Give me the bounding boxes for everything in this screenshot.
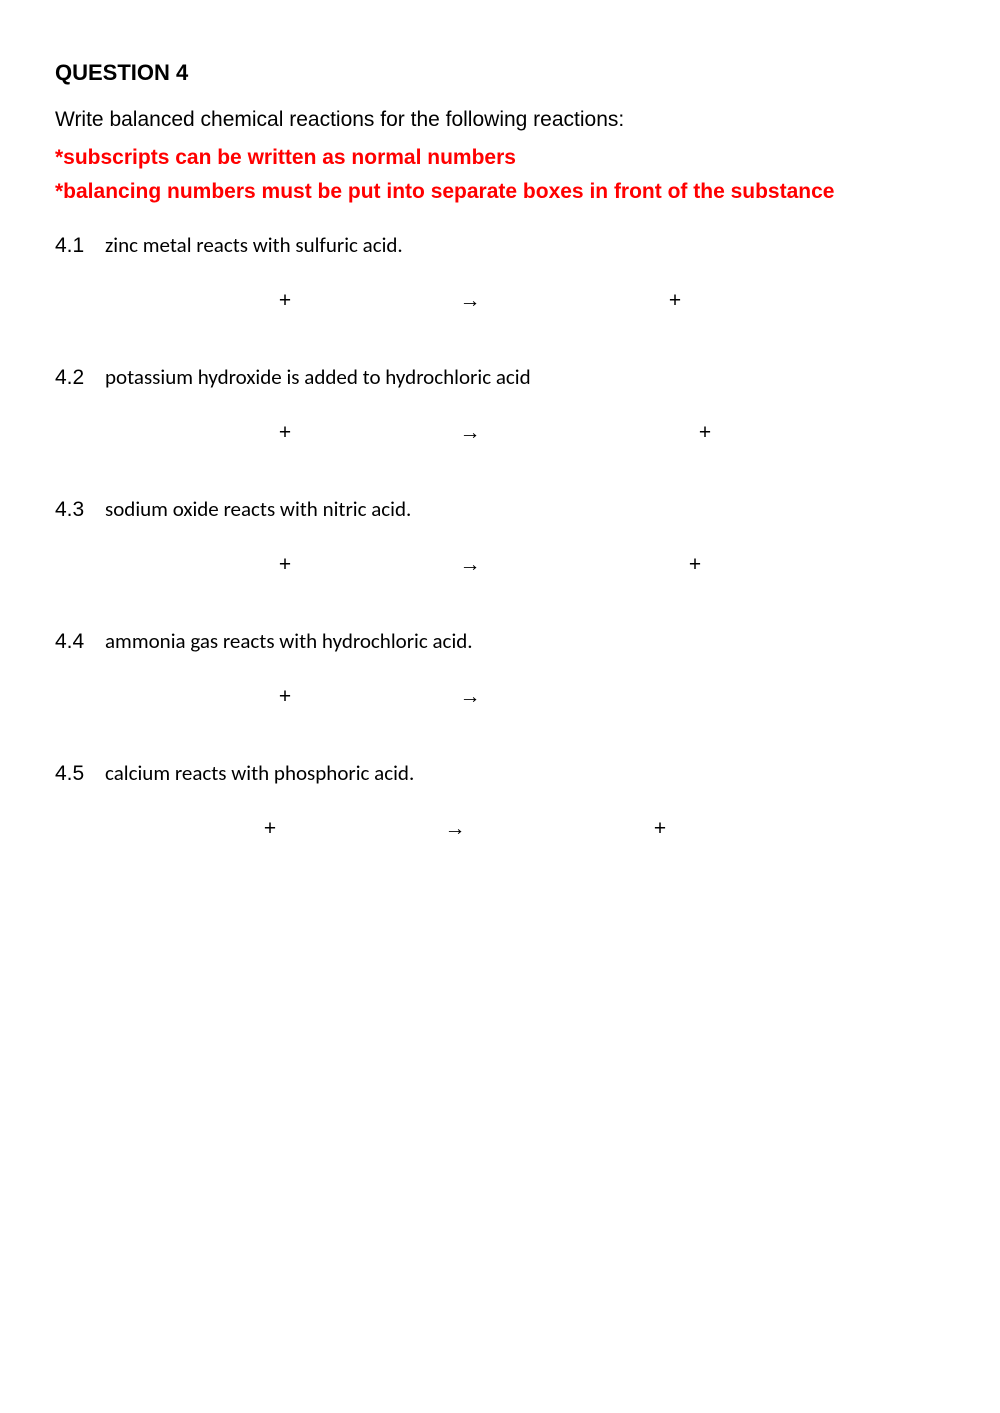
subq-number: 4.5 bbox=[55, 762, 105, 786]
note-1: *subscripts can be written as normal num… bbox=[55, 146, 945, 170]
question-heading: QUESTION 4 bbox=[55, 60, 945, 86]
worksheet-page: QUESTION 4 Write balanced chemical react… bbox=[0, 0, 1000, 944]
arrow-icon: → bbox=[440, 817, 470, 841]
subq-number: 4.4 bbox=[55, 630, 105, 654]
subq-text: potassium hydroxide is added to hydrochl… bbox=[105, 364, 531, 390]
equation-row-4-5: + → + bbox=[55, 794, 945, 864]
plus-icon: + bbox=[690, 421, 720, 445]
equation-row-4-3: + → + bbox=[55, 530, 945, 600]
arrow-icon: → bbox=[455, 289, 485, 313]
plus-icon: + bbox=[270, 553, 300, 577]
equation-row-4-4: + → bbox=[55, 662, 945, 732]
plus-icon: + bbox=[270, 685, 300, 709]
arrow-icon: → bbox=[455, 685, 485, 709]
subquestion-4-3: 4.3 sodium oxide reacts with nitric acid… bbox=[55, 496, 945, 522]
subq-text: zinc metal reacts with sulfuric acid. bbox=[105, 232, 403, 258]
arrow-icon: → bbox=[455, 553, 485, 577]
subquestion-4-4: 4.4 ammonia gas reacts with hydrochloric… bbox=[55, 628, 945, 654]
plus-icon: + bbox=[645, 817, 675, 841]
note-2: *balancing numbers must be put into sepa… bbox=[55, 180, 945, 204]
plus-icon: + bbox=[660, 289, 690, 313]
plus-icon: + bbox=[270, 289, 300, 313]
subquestion-4-5: 4.5 calcium reacts with phosphoric acid. bbox=[55, 760, 945, 786]
subquestion-4-2: 4.2 potassium hydroxide is added to hydr… bbox=[55, 364, 945, 390]
subq-text: ammonia gas reacts with hydrochloric aci… bbox=[105, 628, 473, 654]
equation-row-4-2: + → + bbox=[55, 398, 945, 468]
subq-number: 4.3 bbox=[55, 498, 105, 522]
subq-text: calcium reacts with phosphoric acid. bbox=[105, 760, 414, 786]
subq-number: 4.1 bbox=[55, 234, 105, 258]
equation-row-4-1: + → + bbox=[55, 266, 945, 336]
subquestion-4-1: 4.1 zinc metal reacts with sulfuric acid… bbox=[55, 232, 945, 258]
subq-number: 4.2 bbox=[55, 366, 105, 390]
instruction-text: Write balanced chemical reactions for th… bbox=[55, 108, 945, 132]
plus-icon: + bbox=[255, 817, 285, 841]
plus-icon: + bbox=[680, 553, 710, 577]
subq-text: sodium oxide reacts with nitric acid. bbox=[105, 496, 411, 522]
arrow-icon: → bbox=[455, 421, 485, 445]
plus-icon: + bbox=[270, 421, 300, 445]
